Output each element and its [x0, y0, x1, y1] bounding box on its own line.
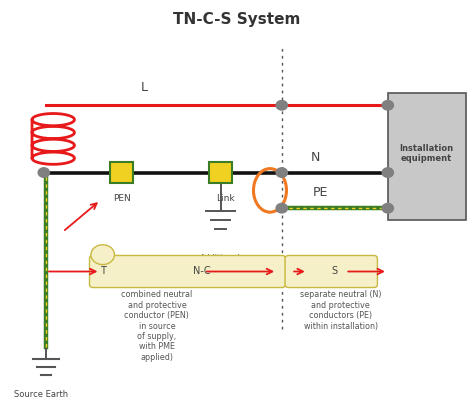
Text: L: L [140, 81, 147, 94]
Circle shape [38, 168, 49, 178]
Text: Link: Link [216, 194, 235, 203]
Bar [110, 162, 133, 184]
Text: TN-C-S System: TN-C-S System [173, 12, 301, 26]
Text: Installation
equipment: Installation equipment [400, 144, 454, 163]
Text: PEN: PEN [113, 194, 130, 203]
Circle shape [276, 101, 287, 111]
Circle shape [382, 101, 393, 111]
Text: PE: PE [313, 186, 328, 199]
Circle shape [276, 168, 287, 178]
Text: Additional
Source Electrode: Additional Source Electrode [186, 253, 255, 272]
Text: combined neutral
and protective
conductor (PEN)
in source
of supply,
with PME
ap: combined neutral and protective conducto… [121, 290, 192, 361]
Circle shape [382, 168, 393, 178]
FancyBboxPatch shape [90, 256, 285, 288]
Text: S: S [332, 265, 338, 275]
Bar [209, 162, 232, 184]
Text: Source Earth: Source Earth [14, 389, 69, 398]
Circle shape [382, 204, 393, 213]
Text: T: T [100, 265, 106, 275]
Ellipse shape [91, 245, 115, 265]
Text: N-C: N-C [193, 265, 210, 275]
Text: separate neutral (N)
and protective
conductors (PE)
within installation): separate neutral (N) and protective cond… [300, 290, 382, 330]
FancyBboxPatch shape [285, 256, 377, 288]
Text: N: N [311, 150, 320, 163]
Bar [388, 94, 465, 221]
Circle shape [276, 204, 287, 213]
